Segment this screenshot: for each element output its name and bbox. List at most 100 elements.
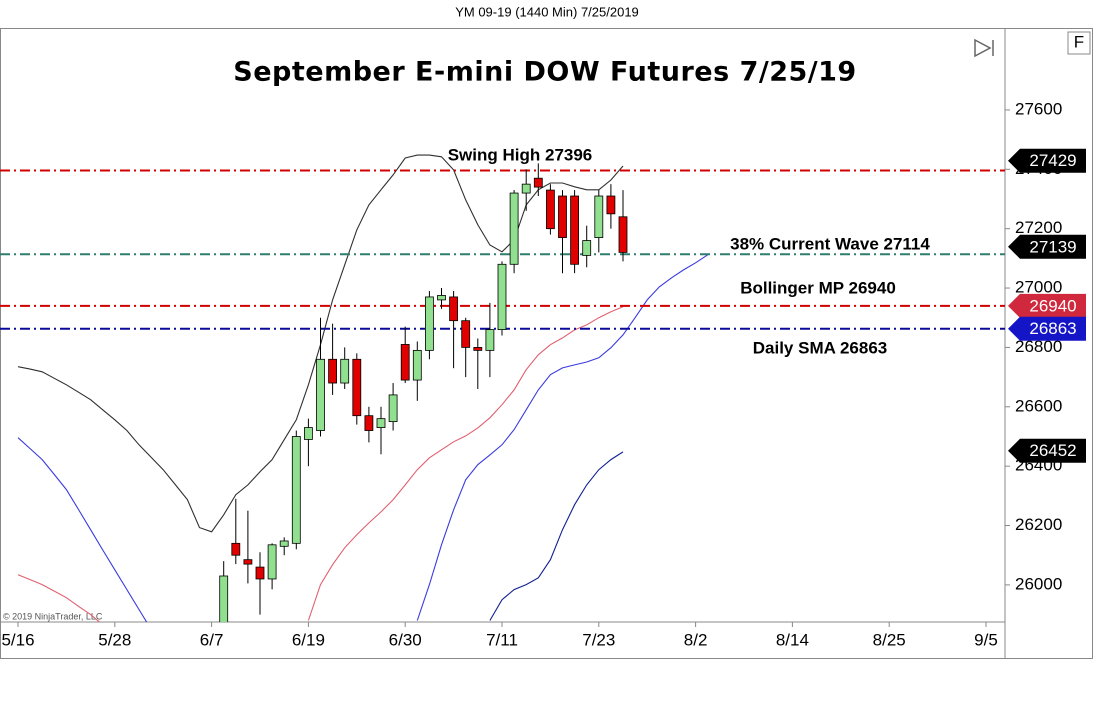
candle [364, 406, 374, 443]
candle [570, 190, 579, 274]
x-tick-label: 6/7 [200, 630, 224, 649]
candle-body [473, 347, 483, 351]
price-badge [1008, 438, 1086, 463]
price-badge-label: 27139 [1029, 237, 1076, 256]
candle-body [291, 436, 301, 544]
x-tick-label: 6/19 [292, 630, 325, 649]
candle [267, 543, 277, 590]
candle-body [606, 195, 616, 215]
candle [509, 190, 519, 274]
candle-body [267, 544, 277, 580]
candle-body [449, 296, 459, 322]
candle [303, 418, 313, 467]
y-tick-label: 26200 [1015, 515, 1062, 534]
y-tick-label: 26800 [1015, 337, 1062, 356]
x-tick-label: 5/28 [98, 630, 131, 649]
candle [473, 338, 483, 389]
candle-body [521, 183, 531, 194]
candle-body [582, 240, 592, 256]
candle [461, 317, 471, 378]
indicator-line [489, 451, 624, 621]
plot-area [0, 154, 1005, 622]
price-badge [1008, 293, 1086, 318]
level-annotation: Bollinger MP 26940 [740, 278, 896, 297]
play-icon[interactable] [974, 38, 994, 58]
candle [521, 169, 531, 211]
candle [243, 510, 253, 584]
candle [255, 552, 265, 615]
candle [449, 291, 459, 369]
axis-layer: 2600026200264002660026800270002720027400… [1, 99, 1062, 649]
candle [352, 353, 362, 425]
candle-body [340, 358, 350, 384]
price-badge [1008, 148, 1086, 173]
y-tick-label: 27600 [1015, 99, 1062, 118]
level-annotation: Daily SMA 26863 [753, 338, 888, 357]
y-tick-label: 26000 [1015, 574, 1062, 593]
copyright: © 2019 NinjaTrader, LLC [3, 611, 103, 621]
candle-body [352, 358, 362, 417]
price-badge-label: 26863 [1029, 319, 1076, 338]
candle [497, 261, 507, 336]
y-tick-label: 26600 [1015, 396, 1062, 415]
candle-body [437, 295, 446, 301]
candle-body [618, 216, 628, 253]
candle-body [316, 358, 325, 431]
chart-title: September E-mini DOW Futures 7/25/19 [233, 57, 856, 88]
candle-body [303, 427, 313, 440]
candle [376, 406, 386, 455]
candle-body [412, 349, 422, 381]
candle-body [558, 195, 567, 238]
y-tick-label: 27200 [1015, 218, 1062, 237]
price-badge [1008, 316, 1086, 341]
x-tick-label: 5/16 [1, 630, 34, 649]
candle [340, 347, 350, 389]
candle [582, 225, 592, 268]
candle-body [485, 329, 495, 351]
x-tick-label: 6/30 [389, 630, 422, 649]
candle [437, 288, 446, 309]
price-badge-label: 26940 [1029, 296, 1076, 315]
candle [558, 190, 567, 274]
candle-body [570, 195, 579, 265]
candle-body [231, 542, 241, 556]
candle-body [255, 566, 265, 580]
candle [546, 184, 555, 235]
x-tick-label: 8/2 [684, 630, 708, 649]
price-badge-label: 26452 [1029, 441, 1076, 460]
candle [594, 190, 604, 253]
candle-body [376, 418, 386, 428]
candle [291, 430, 301, 550]
menu-button[interactable] [1067, 31, 1091, 55]
candle-body [509, 192, 519, 265]
menu-label[interactable]: F [1074, 32, 1084, 51]
candle [388, 383, 398, 431]
candle-body [594, 195, 604, 238]
candle-body [546, 189, 555, 230]
candle [606, 184, 616, 229]
candle-body [219, 575, 229, 622]
x-tick-label: 8/14 [776, 630, 809, 649]
level-annotation: Swing High 27396 [448, 145, 593, 164]
candle-body [497, 263, 507, 331]
level-annotation: 38% Current Wave 27114 [730, 234, 930, 253]
price-badge [1008, 234, 1086, 259]
candle [328, 323, 338, 395]
candle-body [279, 540, 289, 547]
frame [0, 28, 1093, 659]
candle [424, 291, 434, 360]
candle [412, 341, 422, 401]
candle [533, 163, 543, 197]
candle-body [424, 296, 434, 351]
candle-body [388, 394, 398, 423]
candle [219, 561, 229, 622]
chart-header: YM 09-19 (1440 Min) 7/25/2019 [455, 4, 639, 19]
candle-body [400, 344, 410, 381]
candle-body [364, 415, 374, 431]
candle-body [243, 559, 253, 565]
candle-body [533, 177, 543, 188]
x-tick-label: 7/23 [582, 630, 615, 649]
indicator-line [17, 254, 709, 622]
